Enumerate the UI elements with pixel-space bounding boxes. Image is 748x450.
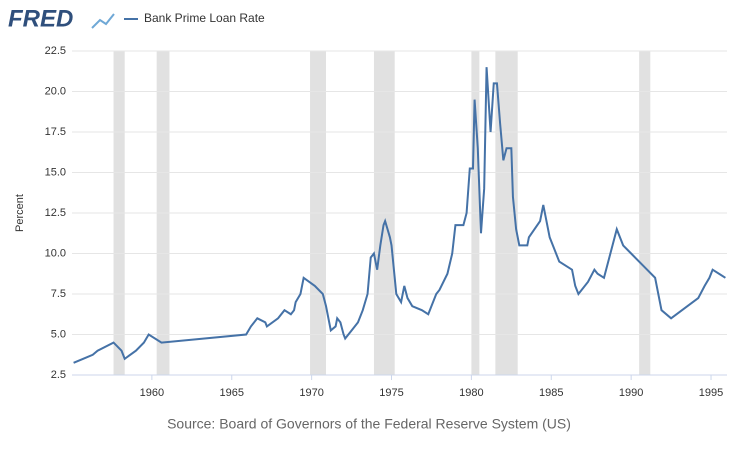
x-tick-label: 1970 xyxy=(299,387,323,399)
y-tick-label: 22.5 xyxy=(45,45,66,57)
y-tick-label: 7.5 xyxy=(51,288,66,300)
logo-icon xyxy=(91,13,115,29)
y-axis-label: Percent xyxy=(14,194,26,232)
y-tick-label: 2.5 xyxy=(51,369,66,381)
y-tick-label: 17.5 xyxy=(45,126,66,138)
x-tick-label: 1965 xyxy=(220,387,244,399)
y-tick-label: 12.5 xyxy=(45,207,66,219)
source: Source: Board of Governors of the Federa… xyxy=(167,416,571,432)
x-tick-label: 1980 xyxy=(459,387,483,399)
x-tick-label: 1985 xyxy=(539,387,563,399)
y-tick-label: 15.0 xyxy=(45,166,66,178)
legend-label: Bank Prime Loan Rate xyxy=(144,11,265,25)
y-tick-label: 5.0 xyxy=(51,328,66,340)
x-tick-label: 1975 xyxy=(379,387,403,399)
x-tick-label: 1995 xyxy=(699,387,723,399)
y-tick-label: 20.0 xyxy=(45,85,66,97)
x-tick-label: 1990 xyxy=(619,387,643,399)
x-tick-label: 1960 xyxy=(140,387,164,399)
logo: FRED xyxy=(8,5,73,32)
line xyxy=(73,67,726,364)
y-tick-label: 10.0 xyxy=(45,247,66,259)
